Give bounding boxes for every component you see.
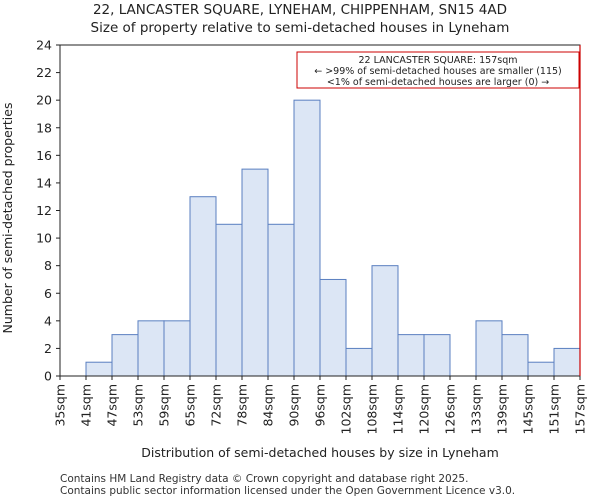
y-tick-label: 0 — [44, 369, 52, 384]
y-tick-label: 4 — [44, 313, 52, 328]
annotation-box — [296, 51, 580, 89]
x-tick-label: 120sqm — [417, 384, 432, 434]
y-tick-label: 10 — [36, 231, 52, 246]
y-tick-label: 2 — [44, 341, 52, 356]
bar-53sqm — [137, 320, 165, 377]
x-tick-label: 65sqm — [183, 384, 198, 427]
y-tick-label: 8 — [44, 258, 52, 273]
x-axis-label: Distribution of semi-detached houses by … — [141, 445, 499, 460]
annotation-line-1: 22 LANCASTER SQUARE: 157sqm — [359, 55, 518, 66]
y-tick-label: 24 — [36, 38, 52, 53]
bar-133sqm — [475, 320, 503, 377]
bar-139sqm — [501, 334, 529, 377]
bar-114sqm — [397, 334, 425, 377]
x-tick-label: 151sqm — [547, 384, 562, 434]
annotation-line-3: <1% of semi-detached houses are larger (… — [327, 77, 549, 88]
bar-59sqm — [163, 320, 191, 377]
bar-120sqm — [423, 334, 451, 377]
annotation-group: 22 LANCASTER SQUARE: 157sqm← >99% of sem… — [296, 45, 581, 376]
y-tick-label: 22 — [36, 65, 52, 80]
bar-102sqm — [345, 347, 373, 377]
x-tick-label: 78sqm — [235, 384, 250, 427]
bar-151sqm — [553, 347, 581, 377]
chart-subtitle: Size of property relative to semi-detach… — [90, 20, 510, 36]
footer-copyright: Contains HM Land Registry data © Crown c… — [60, 473, 469, 485]
bar-90sqm — [293, 99, 321, 377]
footer-licence: Contains public sector information licen… — [60, 485, 516, 497]
y-tick-label: 16 — [36, 148, 52, 163]
x-tick-label: 102sqm — [339, 384, 354, 434]
x-tick-label: 35sqm — [53, 384, 68, 427]
y-tick-label: 18 — [36, 120, 52, 135]
y-tick-label: 14 — [36, 175, 52, 190]
chart-title: 22, LANCASTER SQUARE, LYNEHAM, CHIPPENHA… — [92, 2, 508, 18]
annotation-line-2: ← >99% of semi-detached houses are small… — [314, 66, 562, 77]
bar-108sqm — [371, 265, 399, 377]
x-tick-label: 59sqm — [157, 384, 172, 427]
x-tick-label: 126sqm — [443, 384, 458, 434]
bar-96sqm — [319, 278, 347, 377]
x-tick-label: 84sqm — [261, 384, 276, 427]
bar-145sqm — [527, 361, 555, 377]
x-tick-label: 53sqm — [131, 384, 146, 427]
y-tick-label: 6 — [44, 286, 52, 301]
x-tick-label: 145sqm — [521, 384, 536, 434]
bar-41sqm — [85, 361, 113, 377]
x-tick-label: 96sqm — [313, 384, 328, 427]
bar-72sqm — [215, 223, 243, 377]
x-tick-label: 108sqm — [365, 384, 380, 434]
x-tick-label: 114sqm — [391, 384, 406, 434]
x-tick-label: 47sqm — [105, 384, 120, 427]
x-tick-label: 72sqm — [209, 384, 224, 427]
x-tick-label: 133sqm — [469, 384, 484, 434]
y-tick-label: 20 — [36, 93, 52, 108]
x-tick-label: 139sqm — [495, 384, 510, 434]
x-tick-label: 41sqm — [79, 384, 94, 427]
bar-65sqm — [189, 196, 217, 377]
x-tick-label: 157sqm — [573, 384, 588, 434]
bars-group — [85, 99, 581, 377]
x-tick-label: 90sqm — [287, 384, 302, 427]
bar-78sqm — [241, 168, 269, 377]
bar-47sqm — [111, 334, 139, 377]
y-axis-label: Number of semi-detached properties — [0, 103, 15, 334]
bar-84sqm — [267, 223, 295, 377]
y-tick-label: 12 — [36, 203, 52, 218]
